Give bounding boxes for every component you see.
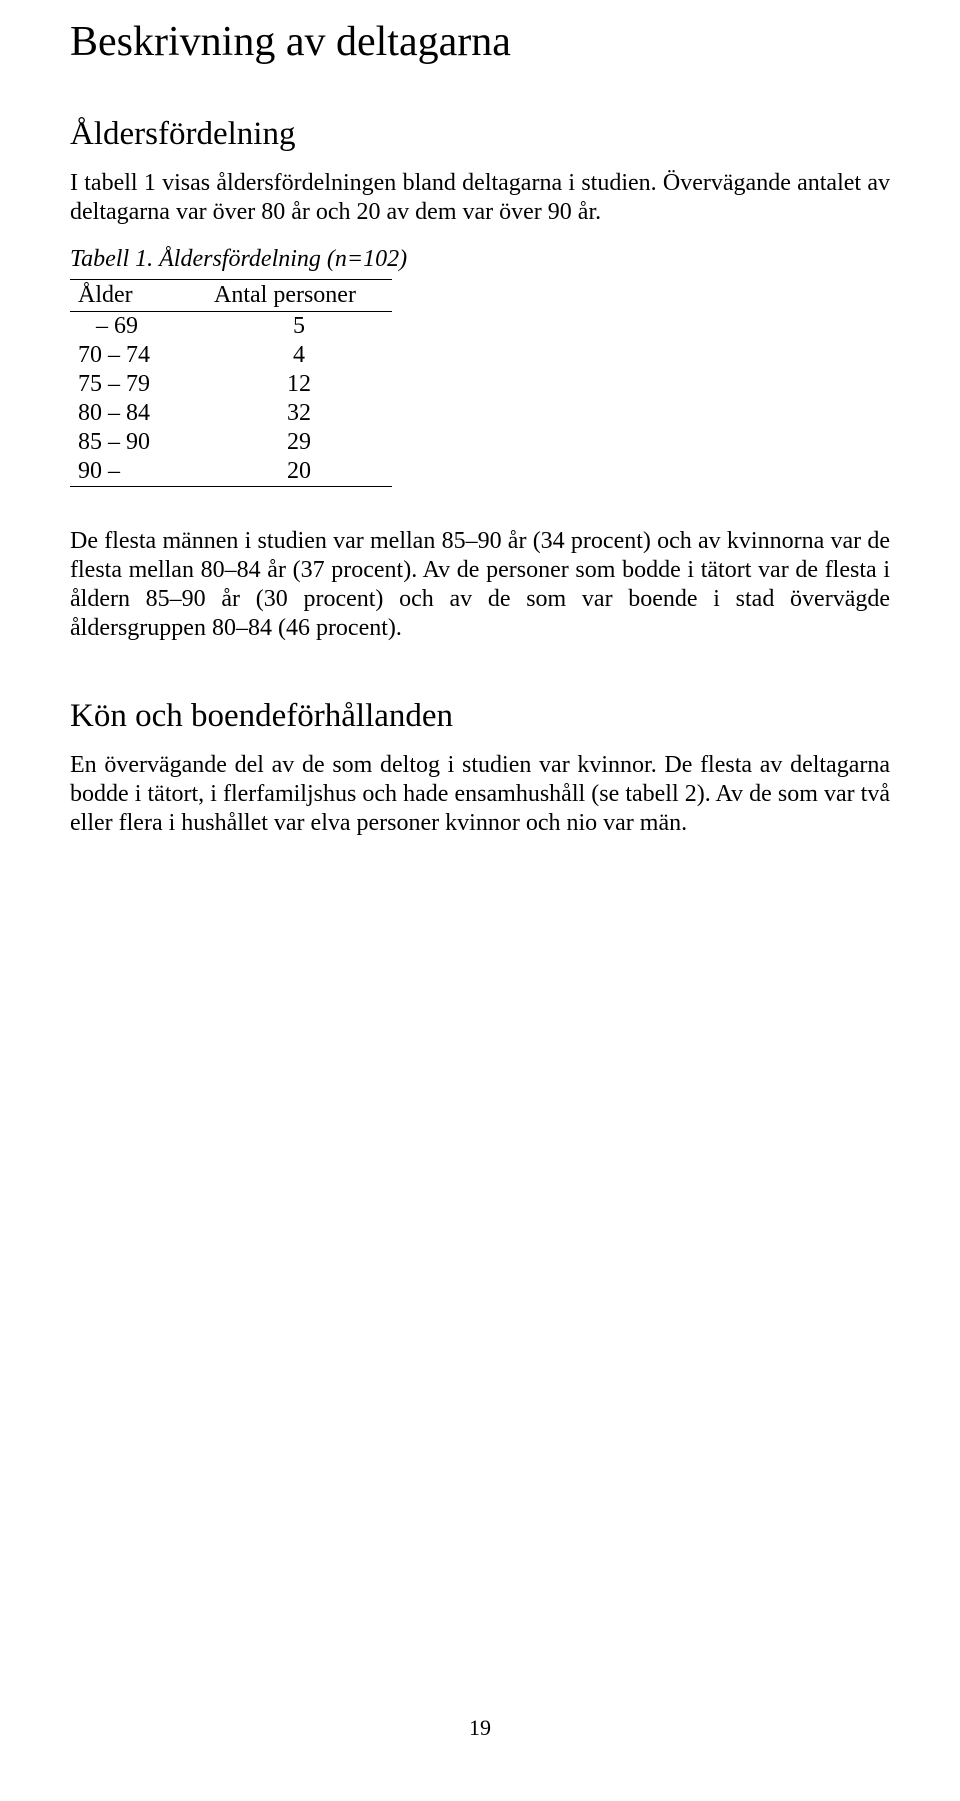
- age-summary-paragraph: De flesta männen i studien var mellan 85…: [70, 527, 890, 644]
- table-row: 80 – 84 32: [70, 399, 392, 428]
- table-row: 70 – 74 4: [70, 341, 392, 370]
- table-cell: 80 – 84: [70, 399, 206, 428]
- table-header-row: Ålder Antal personer: [70, 279, 392, 311]
- table-cell: 20: [206, 457, 392, 487]
- table-row: 90 – 20: [70, 457, 392, 487]
- table-cell: 85 – 90: [70, 428, 206, 457]
- page-title: Beskrivning av deltagarna: [70, 18, 890, 66]
- age-distribution-table: Ålder Antal personer – 69 5 70 – 74 4 75…: [70, 279, 392, 487]
- table-header-age: Ålder: [70, 279, 206, 311]
- table-cell: 70 – 74: [70, 341, 206, 370]
- table-cell: 4: [206, 341, 392, 370]
- table-row: 75 – 79 12: [70, 370, 392, 399]
- page-number: 19: [0, 1715, 960, 1741]
- table-header-count: Antal personer: [206, 279, 392, 311]
- section-heading-gender: Kön och boendeförhållanden: [70, 698, 890, 735]
- table-cell: 12: [206, 370, 392, 399]
- gender-paragraph: En övervägande del av de som deltog i st…: [70, 751, 890, 839]
- table-cell: 29: [206, 428, 392, 457]
- intro-paragraph: I tabell 1 visas åldersfördelningen blan…: [70, 169, 890, 228]
- section-heading-age: Åldersfördelning: [70, 116, 890, 153]
- table-row: 85 – 90 29: [70, 428, 392, 457]
- table-cell: 5: [206, 311, 392, 341]
- table-caption: Tabell 1. Åldersfördelning (n=102): [70, 246, 890, 273]
- table-cell: 90 –: [70, 457, 206, 487]
- table-cell: – 69: [70, 311, 206, 341]
- table-row: – 69 5: [70, 311, 392, 341]
- table-cell: 32: [206, 399, 392, 428]
- table-cell: 75 – 79: [70, 370, 206, 399]
